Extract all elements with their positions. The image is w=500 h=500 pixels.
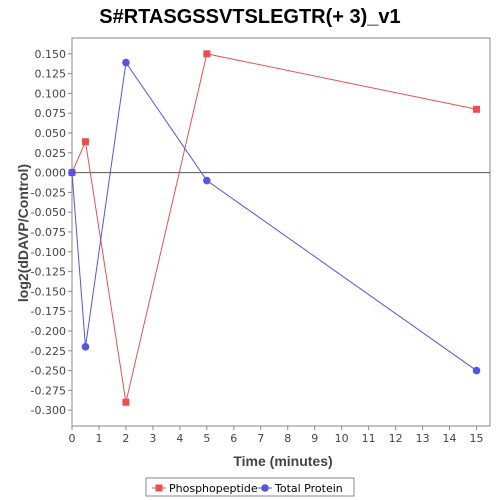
x-tick-label: 9 xyxy=(311,432,318,445)
y-tick-label: 0.100 xyxy=(35,87,67,100)
y-tick-label: -0.250 xyxy=(31,365,66,378)
total-protein-point xyxy=(81,343,90,351)
x-tick-label: 10 xyxy=(335,432,349,445)
x-tick-label: 11 xyxy=(362,432,376,445)
y-tick-label: 0.025 xyxy=(35,147,67,160)
legend-label-phosphopeptide: Phosphopeptide xyxy=(169,482,258,495)
y-tick-label: -0.075 xyxy=(31,226,66,239)
y-tick-label: -0.125 xyxy=(31,266,66,279)
x-tick-label: 14 xyxy=(443,432,457,445)
total-protein-point xyxy=(472,366,481,375)
y-tick-label: -0.150 xyxy=(31,285,66,298)
y-tick-label: -0.175 xyxy=(31,305,66,318)
x-axis: 0 1 2 3 4 5 6 7 8 9 10 11 12 13 14 15 xyxy=(69,426,484,445)
x-tick-label: 8 xyxy=(284,432,291,445)
x-tick-label: 6 xyxy=(230,432,237,445)
y-tick-label: -0.275 xyxy=(31,384,66,397)
y-tick-label: 0.125 xyxy=(35,68,67,81)
y-tick-label: -0.050 xyxy=(31,206,66,219)
y-axis: 0.150 0.125 0.100 0.075 0.050 0.025 0.000 -0.02… xyxy=(31,48,72,417)
y-tick-label: 0.000 xyxy=(35,167,67,180)
y-tick-label: 0.150 xyxy=(35,48,67,61)
phosphopeptide-point xyxy=(122,398,130,406)
x-tick-label: 0 xyxy=(69,432,76,445)
total-protein-point xyxy=(203,176,211,185)
x-tick-label: 7 xyxy=(257,432,264,445)
x-tick-label: 13 xyxy=(416,432,430,445)
legend-marker-total-protein xyxy=(261,484,269,492)
legend-label-total-protein: Total Protein xyxy=(274,482,343,495)
y-tick-label: 0.050 xyxy=(35,127,67,140)
y-tick-label: -0.200 xyxy=(31,325,66,338)
x-tick-label: 15 xyxy=(470,432,484,445)
x-tick-label: 3 xyxy=(149,432,156,445)
legend-box xyxy=(145,477,355,497)
y-axis-label: log2(dDAVP/Control) xyxy=(15,164,31,302)
x-tick-label: 4 xyxy=(176,432,183,445)
series-layer xyxy=(68,50,481,406)
phosphopeptide-point xyxy=(203,50,211,58)
chart-title: S#RTASGSSVTSLEGTR(+ 3)_v1 xyxy=(99,6,400,28)
x-tick-label: 5 xyxy=(203,432,210,445)
x-tick-label: 2 xyxy=(122,432,129,445)
y-tick-label: -0.300 xyxy=(31,404,66,417)
x-axis-label: Time (minutes) xyxy=(233,453,332,469)
y-tick-label: -0.025 xyxy=(31,186,66,199)
x-tick-label: 12 xyxy=(389,432,403,445)
y-tick-label: -0.225 xyxy=(31,345,66,358)
y-tick-label: -0.100 xyxy=(31,246,66,259)
legend-marker-phosphopeptide xyxy=(155,484,163,492)
x-tick-label: 1 xyxy=(95,432,102,445)
total-protein-point xyxy=(122,58,130,67)
total-protein-point xyxy=(68,168,76,177)
legend: Phosphopeptide Total Protein xyxy=(145,477,355,497)
phosphopeptide-point xyxy=(81,138,89,146)
plot-area xyxy=(71,37,491,427)
phosphopeptide-point xyxy=(473,105,481,113)
y-tick-label: 0.075 xyxy=(35,107,67,120)
